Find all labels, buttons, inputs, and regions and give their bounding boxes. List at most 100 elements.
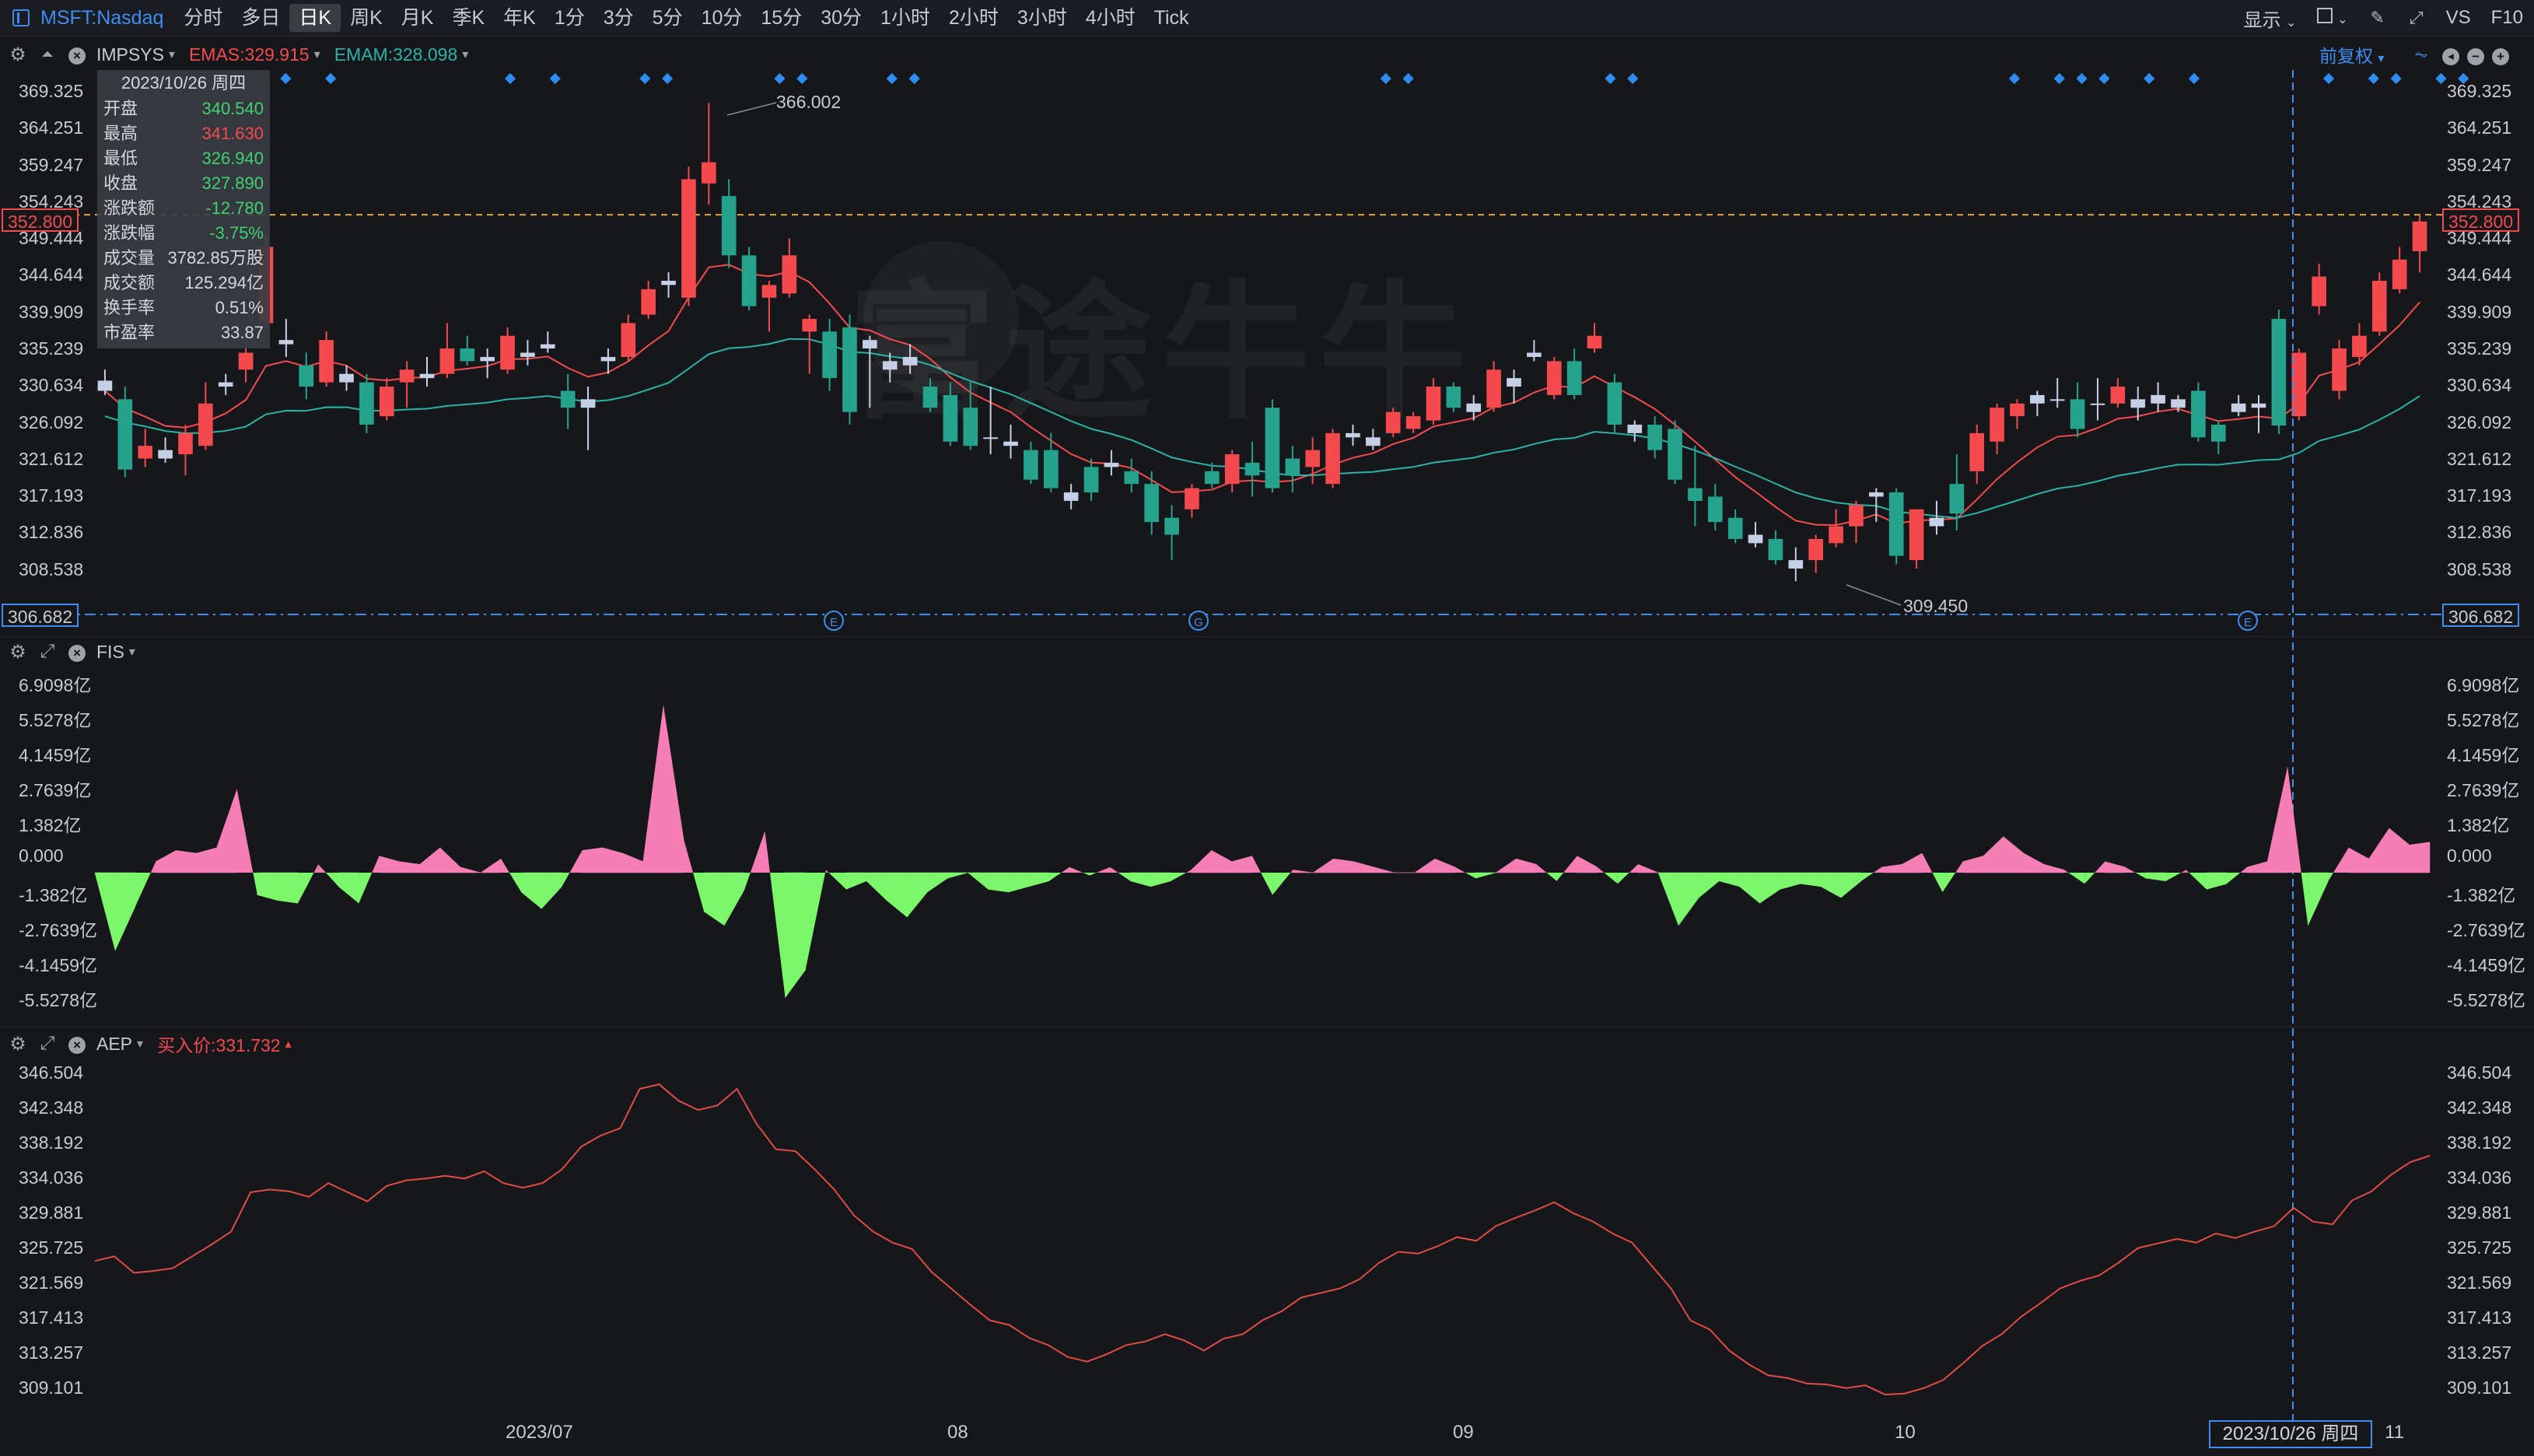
candle-body[interactable] [1949,484,1965,514]
period-tab[interactable]: 2小时 [948,7,999,29]
draw-pencil-icon[interactable]: ✎ [2370,8,2385,27]
candle-body[interactable] [2332,348,2347,391]
scroll-left-icon[interactable]: ◂ [2442,44,2459,65]
candle-body[interactable] [1024,450,1038,480]
signal-marker[interactable] [661,72,674,85]
candle-body[interactable] [1083,467,1099,493]
signal-marker[interactable] [886,72,898,85]
candle-body[interactable] [1426,387,1441,421]
candle-body[interactable] [902,356,918,366]
period-tab[interactable]: 季K [452,7,485,29]
candle-body[interactable] [2151,394,2165,404]
candle-body[interactable] [741,255,757,306]
candle-body[interactable] [702,162,716,184]
candle-body[interactable] [922,387,938,408]
candle-body[interactable] [983,437,998,439]
candle-body[interactable] [2412,221,2427,251]
period-tab[interactable]: 1小时 [880,7,930,29]
candle-body[interactable] [158,450,173,459]
zoom-in-icon[interactable]: + [2492,44,2509,65]
candle-body[interactable] [621,323,636,357]
candle-body[interactable] [882,361,898,370]
candle-body[interactable] [761,285,777,298]
candle-body[interactable] [339,373,354,383]
period-tab[interactable]: 4小时 [1085,7,1136,29]
candle-body[interactable] [1063,492,1079,501]
period-tab[interactable]: 月K [401,7,434,29]
candle-body[interactable] [1305,450,1321,467]
gear-icon[interactable]: ⚙ [9,641,26,663]
period-tab[interactable]: 10分 [701,7,743,29]
close-icon[interactable]: × [65,641,89,663]
candle-body[interactable] [2392,259,2407,289]
candle-body[interactable] [802,318,817,332]
signal-marker[interactable] [1402,72,1414,85]
event-marker[interactable] [2238,611,2258,631]
signal-marker[interactable] [1380,72,1391,85]
signal-marker[interactable] [2188,72,2200,85]
candle-body[interactable] [1546,361,1562,395]
zoom-out-icon[interactable]: − [2467,44,2484,65]
candle-body[interactable] [1204,471,1220,485]
candle-body[interactable] [2030,394,2045,404]
candle-body[interactable] [520,352,535,357]
candle-body[interactable] [1104,462,1119,467]
signal-marker[interactable] [2435,72,2447,85]
candle-body[interactable] [1909,509,1924,561]
candle-body[interactable] [1224,454,1240,485]
candle-body[interactable] [2210,425,2226,442]
candle-body[interactable] [1990,408,2004,442]
period-tab[interactable]: Tick [1153,7,1189,29]
candle-body[interactable] [399,369,415,383]
candle-body[interactable] [1888,492,1904,556]
candle-body[interactable] [1566,361,1582,395]
candle-body[interactable] [1688,488,1703,501]
candle-body[interactable] [963,408,978,446]
signal-marker[interactable] [2144,72,2155,85]
signal-marker[interactable] [2458,72,2469,85]
period-tab[interactable]: 多日 [241,7,281,29]
candle-body[interactable] [1727,517,1743,539]
candle-body[interactable] [1385,411,1401,433]
candle-body[interactable] [2090,403,2105,405]
signal-marker[interactable] [2076,72,2088,85]
signal-marker[interactable] [2098,72,2110,85]
candle-body[interactable] [2130,399,2146,408]
candle-body[interactable] [2271,318,2287,426]
signal-marker[interactable] [1627,72,1639,85]
close-icon[interactable]: × [65,1033,89,1055]
candle-body[interactable] [1607,382,1622,425]
candle-body[interactable] [1587,335,1602,349]
candle-body[interactable] [1325,432,1340,485]
candle-body[interactable] [2231,403,2246,412]
signal-marker[interactable] [908,72,920,85]
candle-body[interactable] [2070,399,2085,429]
period-tab[interactable]: 周K [350,7,383,29]
candle-body[interactable] [1829,526,1843,544]
candle-body[interactable] [460,348,475,362]
candle-body[interactable] [1446,387,1461,408]
candle-body[interactable] [1164,517,1179,535]
period-tab[interactable]: 分时 [184,7,223,29]
candle-body[interactable] [1647,425,1662,450]
compare-button[interactable]: VS [2445,7,2471,28]
candle-body[interactable] [218,382,233,387]
candle-body[interactable] [178,432,193,455]
chevron-down-icon[interactable]: ▾ [462,48,469,61]
pane-divider[interactable] [0,636,2534,637]
signal-marker[interactable] [796,72,808,85]
fullscreen-icon[interactable]: ⤢ [2409,8,2424,27]
signal-marker[interactable] [549,72,561,85]
candle-body[interactable] [1507,378,1521,387]
candle-body[interactable] [2251,403,2266,408]
candle-body[interactable] [379,387,394,417]
period-tab[interactable]: 15分 [761,7,803,29]
candle-body[interactable] [1929,517,1944,527]
signal-marker[interactable] [2323,72,2335,85]
candle-body[interactable] [1748,534,1763,544]
chevron-down-icon[interactable]: ▾ [137,1038,144,1051]
signal-marker[interactable] [280,72,292,85]
f10-button[interactable]: F10 [2490,7,2523,28]
candle-body[interactable] [1244,462,1260,476]
